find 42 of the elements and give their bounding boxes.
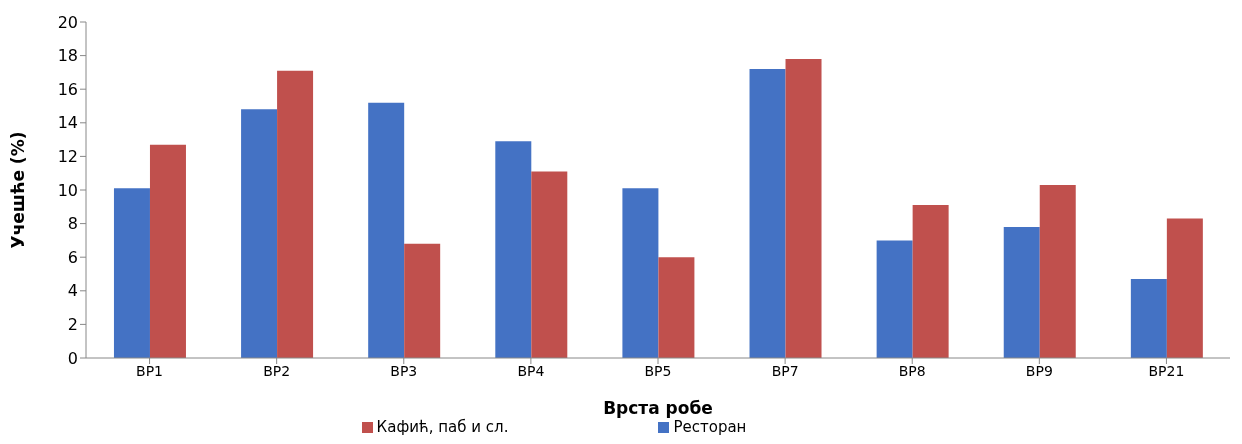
y-tick-label: 18 bbox=[57, 46, 78, 66]
legend-label: Кафић, паб и сл. bbox=[376, 418, 509, 436]
x-tick-label: ВР21 bbox=[1148, 362, 1185, 379]
bar bbox=[912, 205, 949, 358]
bar bbox=[368, 102, 405, 358]
bar bbox=[1166, 218, 1203, 358]
y-axis-title: Учешће (%) bbox=[8, 131, 29, 249]
y-tick-label: 20 bbox=[57, 12, 78, 32]
y-tick-label: 12 bbox=[57, 147, 78, 167]
x-tick-label: ВР9 bbox=[1025, 362, 1053, 379]
bar bbox=[658, 257, 695, 358]
legend-label: Ресторан bbox=[673, 418, 747, 436]
bar bbox=[113, 188, 150, 358]
y-tick-label: 16 bbox=[57, 79, 78, 99]
y-tick-label: 0 bbox=[67, 348, 78, 368]
x-tick-label: ВР8 bbox=[898, 362, 926, 379]
x-tick-label: ВР2 bbox=[263, 362, 291, 379]
bar bbox=[495, 141, 532, 358]
bar bbox=[531, 171, 568, 358]
x-tick-label: ВР5 bbox=[644, 362, 672, 379]
bar bbox=[404, 243, 441, 358]
x-tick-label: ВР1 bbox=[136, 362, 164, 379]
x-axis-title: Врста робе bbox=[603, 398, 713, 418]
bar bbox=[749, 69, 786, 358]
x-tick-label: ВР4 bbox=[517, 362, 545, 379]
y-tick-label: 14 bbox=[57, 113, 78, 133]
x-tick-label: ВР3 bbox=[390, 362, 418, 379]
y-tick-label: 10 bbox=[57, 180, 78, 200]
bar bbox=[241, 109, 278, 358]
bar bbox=[876, 240, 913, 358]
bar bbox=[622, 188, 659, 358]
bar bbox=[785, 58, 822, 358]
bar bbox=[149, 144, 186, 358]
y-tick-label: 6 bbox=[67, 247, 78, 267]
y-tick-label: 8 bbox=[67, 214, 78, 234]
bar bbox=[1039, 184, 1076, 358]
bar bbox=[277, 70, 314, 358]
x-tick-label: ВР7 bbox=[771, 362, 799, 379]
bar bbox=[1130, 279, 1167, 358]
y-tick-label: 4 bbox=[67, 281, 78, 301]
y-tick-label: 2 bbox=[67, 315, 78, 335]
bar bbox=[1003, 226, 1040, 358]
